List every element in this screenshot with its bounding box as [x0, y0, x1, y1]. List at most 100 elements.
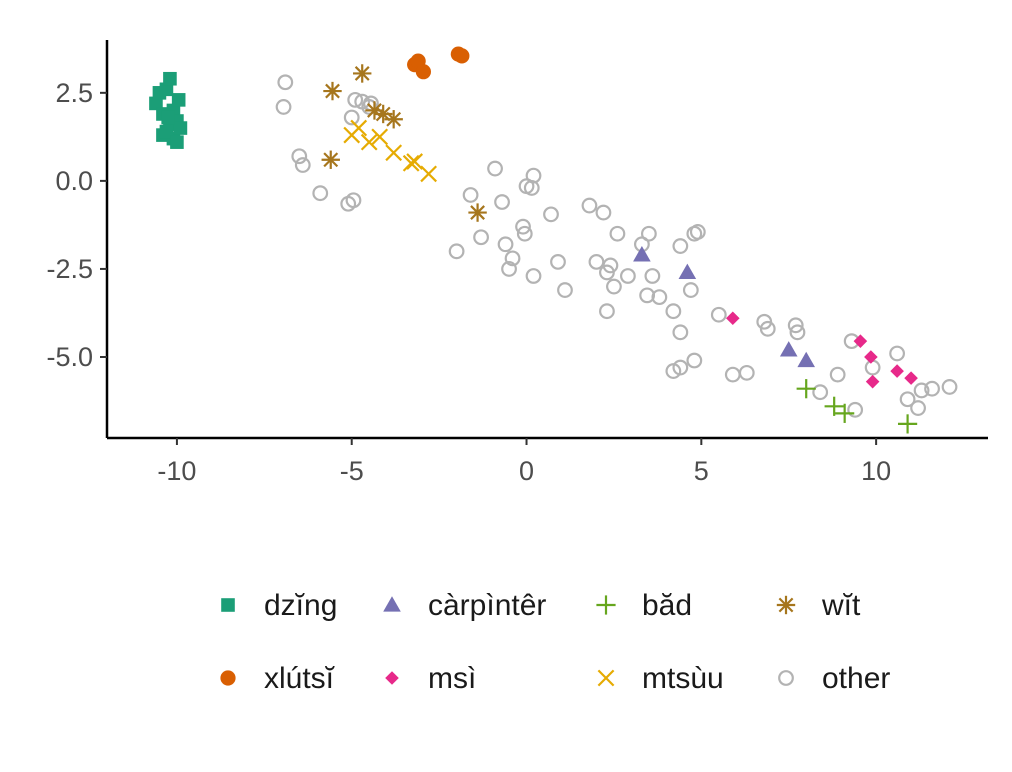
data-point	[371, 128, 389, 146]
data-point	[588, 253, 605, 270]
data-point	[710, 306, 727, 323]
legend-item: càrpìntêr	[383, 589, 546, 622]
x-tick-label: 10	[861, 456, 891, 486]
data-point	[738, 364, 755, 381]
data-point	[525, 167, 542, 184]
data-point	[173, 121, 188, 135]
data-point	[347, 91, 364, 108]
data-point	[321, 150, 340, 169]
data-point	[835, 403, 855, 423]
data-point	[824, 396, 844, 416]
data-point	[689, 224, 706, 240]
data-point	[899, 391, 916, 408]
legend-key	[776, 595, 796, 615]
data-point	[448, 243, 465, 260]
data-point	[149, 96, 163, 111]
legend-label: wĭt	[821, 589, 861, 622]
legend-label: băd	[642, 589, 692, 622]
data-point	[353, 64, 372, 83]
data-point	[170, 135, 184, 149]
data-point	[504, 250, 521, 267]
legend-key	[596, 595, 616, 615]
x-tick-label: -10	[157, 456, 196, 486]
data-point	[796, 379, 816, 399]
legend-label: càrpìntêr	[428, 589, 546, 622]
data-point	[525, 268, 542, 284]
data-point	[415, 64, 431, 80]
y-tick-label: -5.0	[46, 342, 93, 372]
data-point	[686, 352, 703, 369]
data-point	[797, 351, 816, 368]
data-point	[494, 194, 510, 210]
legend-item: băd	[596, 589, 692, 622]
data-point	[462, 187, 479, 203]
data-point	[350, 119, 368, 137]
data-point	[385, 144, 403, 162]
data-point	[384, 110, 403, 129]
data-point	[847, 401, 864, 418]
data-point	[651, 289, 668, 306]
data-point	[550, 253, 566, 270]
data-point	[640, 225, 657, 242]
data-point	[468, 203, 487, 222]
data-point	[665, 363, 682, 379]
data-point	[291, 148, 308, 165]
data-point	[890, 364, 904, 378]
legend-label: mtsùu	[642, 662, 724, 695]
data-point	[889, 345, 906, 362]
data-point	[904, 371, 918, 385]
legend-item: msì	[385, 662, 476, 695]
legend-item: other	[778, 662, 890, 695]
data-point	[345, 192, 362, 209]
legend-key	[221, 598, 235, 612]
data-point	[678, 263, 697, 280]
legend-item: dzĭng	[221, 589, 337, 622]
data-point	[864, 350, 878, 364]
data-point	[639, 287, 656, 304]
data-point	[406, 153, 424, 170]
data-point	[853, 334, 868, 348]
legend-item: wĭt	[776, 589, 861, 622]
data-point	[644, 268, 661, 284]
data-point	[557, 282, 573, 298]
x-tick-label: -5	[340, 456, 364, 486]
legend-label: dzĭng	[264, 589, 337, 622]
legend-key	[778, 670, 794, 686]
legend: dzĭng xlútsĭ càrpìntêr msì băd mtsùu wĭt other	[220, 589, 890, 695]
data-point	[599, 303, 615, 320]
data-point	[620, 268, 636, 284]
data-point	[294, 157, 311, 173]
data-point	[312, 185, 329, 202]
legend-key	[220, 670, 236, 686]
data-point	[159, 82, 174, 97]
data-point	[473, 229, 489, 246]
data-point	[360, 133, 378, 151]
data-point	[171, 93, 186, 107]
data-point	[497, 236, 514, 253]
data-point	[910, 400, 926, 416]
y-tick-label: -2.5	[46, 254, 93, 284]
data-point	[602, 257, 619, 274]
data-point	[864, 359, 881, 376]
data-point	[812, 384, 829, 401]
legend-key	[385, 671, 399, 685]
x-tick-label: 5	[694, 456, 709, 486]
data-point	[163, 71, 177, 86]
data-point	[543, 206, 559, 223]
data-point	[516, 225, 533, 242]
x-tick-label: 0	[519, 456, 534, 486]
data-point	[501, 261, 517, 277]
data-point	[682, 282, 699, 298]
y-tick-label: 0.0	[55, 166, 93, 196]
legend-key	[383, 596, 401, 612]
data-point	[789, 324, 806, 341]
legend-item: xlútsĭ	[220, 662, 336, 695]
data-point	[779, 341, 798, 357]
data-point	[581, 197, 598, 214]
data-point	[454, 48, 470, 64]
data-point	[897, 414, 918, 434]
data-point	[725, 311, 740, 326]
axes: -10 -5 0 5 10 -5.0 -2.5 0.0 2.5	[46, 40, 988, 486]
data-point	[913, 382, 930, 399]
